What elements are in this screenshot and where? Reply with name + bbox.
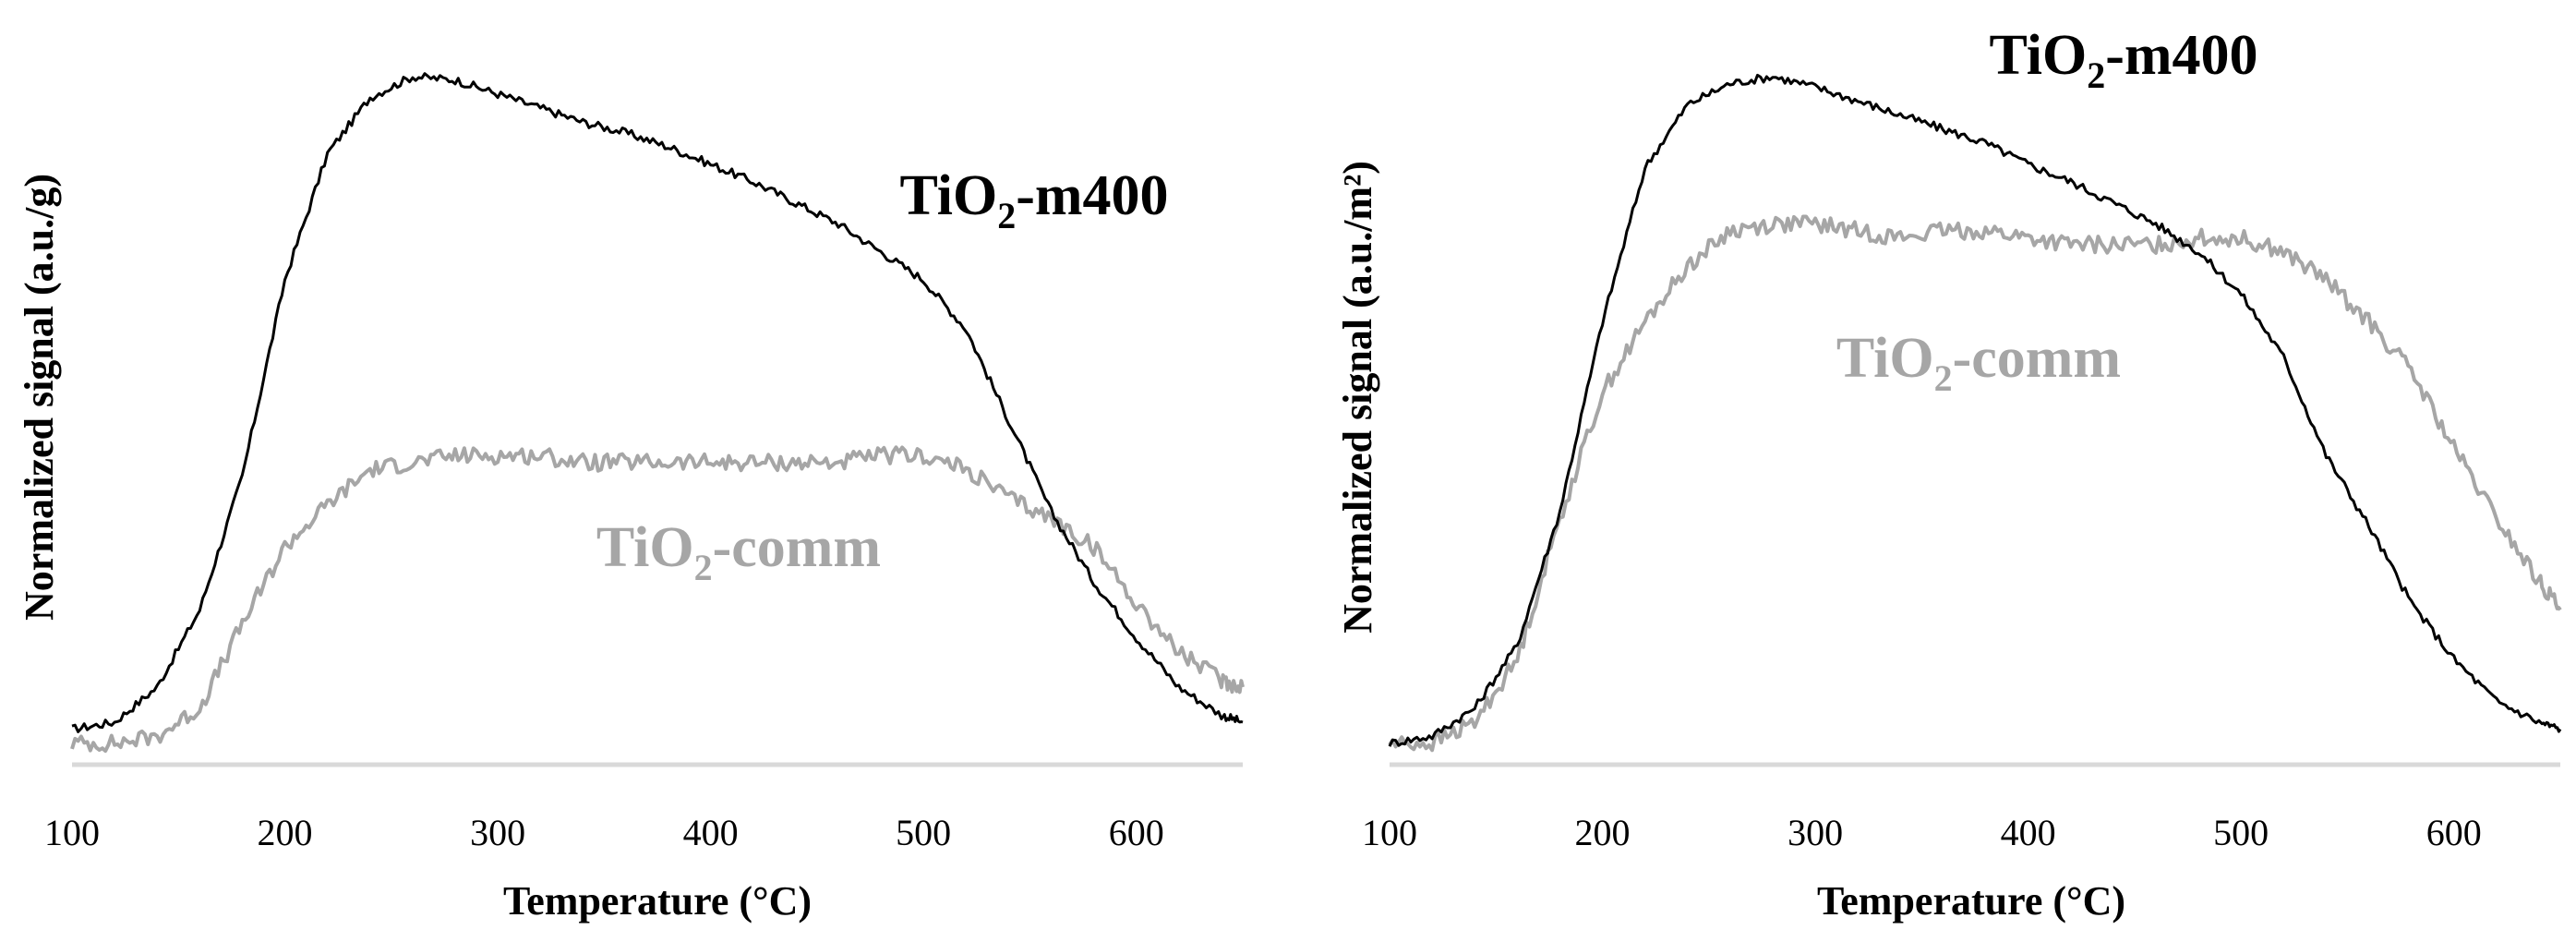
x-tick-label: 400 bbox=[2001, 812, 2056, 853]
x-tick-label: 100 bbox=[44, 812, 100, 853]
chart-right: 100 200 300 400 500 600 Temperature (°C) Norm… bbox=[1335, 24, 2562, 924]
series-label-tio2-comm: TiO2-comm bbox=[596, 516, 881, 588]
x-tick-label: 400 bbox=[683, 812, 739, 853]
series-label-tio2-m400: TiO2-m400 bbox=[900, 164, 1169, 236]
y-axis-title: Normalized signal (a.u./g) bbox=[17, 174, 62, 621]
x-tick-label: 500 bbox=[2213, 812, 2269, 853]
x-tick-label: 300 bbox=[470, 812, 525, 853]
series-line-tio2-m400 bbox=[1388, 73, 2562, 747]
series-line-tio2-comm bbox=[1388, 214, 2562, 753]
series-label-tio2-m400: TiO2-m400 bbox=[1990, 24, 2258, 96]
series-label-tio2-comm: TiO2-comm bbox=[1836, 327, 2121, 399]
x-tick-label: 300 bbox=[1788, 812, 1843, 853]
x-tick-label: 200 bbox=[258, 812, 313, 853]
x-tick-label: 200 bbox=[1575, 812, 1631, 853]
y-axis-title: Normalized signal (a.u./m²) bbox=[1335, 161, 1380, 634]
x-axis-title: Temperature (°C) bbox=[1817, 878, 2125, 924]
x-axis-title: Temperature (°C) bbox=[503, 878, 812, 924]
series-line-tio2-m400 bbox=[71, 72, 1244, 733]
chart-left: 100 200 300 400 500 600 Temperature (°C) Norm… bbox=[17, 72, 1245, 924]
series-line-tio2-comm bbox=[70, 445, 1245, 754]
x-tick-label: 500 bbox=[896, 812, 951, 853]
x-tick-label: 100 bbox=[1362, 812, 1417, 853]
x-tick-label: 600 bbox=[1109, 812, 1164, 853]
x-tick-label: 600 bbox=[2426, 812, 2482, 853]
